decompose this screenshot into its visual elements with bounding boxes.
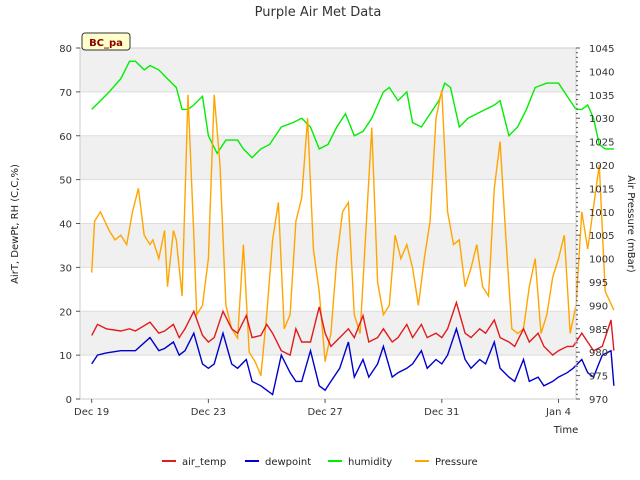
y-right-axis-title: Air Pressure (mBar) (625, 175, 636, 273)
y-left-tick-label: 70 (59, 88, 72, 99)
y-left-tick-label: 0 (66, 395, 72, 406)
x-tick-label: Dec 27 (307, 407, 342, 418)
legend-label-air-temp: air_temp (182, 457, 226, 468)
series-line-dewpoint (91, 326, 615, 396)
y-right-axis-ticks: 970 975 980 985 990 995 1000 1005 1010 1015 1020 10… (576, 44, 614, 406)
y-left-tick-label: 40 (59, 220, 72, 231)
legend-label-pressure: Pressure (435, 457, 478, 468)
series-line-air-temp (91, 300, 615, 357)
y-right-tick-label: 1010 (589, 208, 614, 219)
y-right-tick-label: 1025 (589, 138, 614, 149)
y-right-tick-label: 1020 (589, 161, 614, 172)
x-tick-label: Jan 4 (545, 407, 571, 418)
background-band (80, 223, 576, 268)
y-right-tick-label: 1005 (589, 231, 614, 242)
y-right-tick-label: 1045 (589, 44, 614, 55)
site-tag-label: BC_pa (89, 38, 123, 49)
site-tag-badge: BC_pa (81, 32, 131, 51)
y-right-tick-label: 970 (589, 395, 608, 406)
y-left-axis-ticks: 0 10 20 30 40 50 60 70 80 (59, 44, 80, 406)
y-right-tick-label: 975 (589, 372, 608, 383)
chart-title: Purple Air Met Data (255, 5, 382, 20)
y-right-tick-label: 1030 (589, 114, 614, 125)
y-right-tick-label: 980 (589, 348, 608, 359)
x-tick-label: Dec 19 (74, 407, 109, 418)
legend-label-dewpoint: dewpoint (265, 457, 311, 468)
series-layer (91, 60, 615, 396)
site-tag-box (81, 32, 131, 51)
legend-label-humidity: humidity (348, 457, 392, 468)
series-line-humidity (91, 60, 614, 159)
y-right-tick-label: 995 (589, 278, 608, 289)
y-left-tick-label: 20 (59, 307, 72, 318)
y-right-tick-label: 1035 (589, 91, 614, 102)
y-left-tick-label: 80 (59, 44, 72, 55)
y-right-tick-label: 1040 (589, 67, 614, 78)
legend: air_temp dewpoint humidity Pressure (162, 457, 478, 468)
x-axis-title: Time (553, 425, 578, 436)
x-tick-label: Dec 23 (191, 407, 226, 418)
x-tick-label: Dec 31 (424, 407, 459, 418)
background-band (80, 48, 576, 92)
y-left-tick-label: 50 (59, 176, 72, 187)
y-left-axis-title: AirT, DewPt, RH (C,C,%) (10, 164, 21, 284)
y-right-tick-label: 990 (589, 301, 608, 312)
y-left-tick-label: 60 (59, 132, 72, 143)
x-axis-ticks: Dec 19 Dec 23 Dec 27 Dec 31 Jan 4 (74, 399, 571, 418)
y-left-tick-label: 30 (59, 263, 72, 274)
y-left-tick-label: 10 (59, 351, 72, 362)
y-right-tick-label: 1000 (589, 255, 614, 266)
y-right-tick-label: 1015 (589, 184, 614, 195)
y-right-tick-label: 985 (589, 325, 608, 336)
